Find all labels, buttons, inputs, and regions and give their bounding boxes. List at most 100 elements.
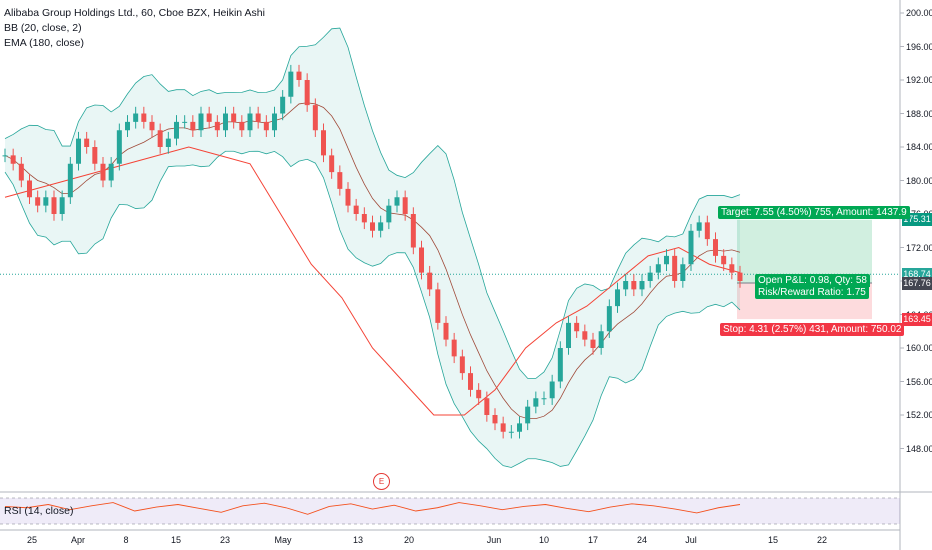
candle-body xyxy=(566,322,571,348)
candle-body xyxy=(500,423,506,432)
candle-body xyxy=(43,197,49,206)
time-tick-label: 13 xyxy=(352,535,364,545)
candle-body xyxy=(280,96,286,114)
candle-body xyxy=(174,121,179,139)
time-tick-label: 24 xyxy=(636,535,648,545)
candle-body xyxy=(590,339,596,348)
candle-body xyxy=(329,155,335,173)
candle-body xyxy=(427,272,433,290)
candle-body xyxy=(459,356,465,374)
ema-line xyxy=(4,146,741,416)
candle-body xyxy=(508,431,514,433)
candle-body xyxy=(394,197,400,206)
candle-body xyxy=(10,155,16,164)
candle-body xyxy=(67,163,73,198)
risk-reward-label: Risk/Reward Ratio: 1.75 xyxy=(755,286,869,299)
rsi-line xyxy=(4,502,741,515)
candle-body xyxy=(557,348,563,382)
candle-body xyxy=(664,255,669,265)
candle-body xyxy=(214,121,220,131)
candle-body xyxy=(713,239,718,256)
candle-body xyxy=(549,381,555,399)
candle-body xyxy=(721,255,727,265)
candle-body xyxy=(729,264,735,273)
candle-body xyxy=(2,155,8,157)
time-tick-label: 10 xyxy=(538,535,550,545)
bollinger-lower xyxy=(4,150,741,468)
legend-bb: BB (20, close, 2) xyxy=(4,22,82,34)
candle-body xyxy=(525,406,531,424)
candle-body xyxy=(223,113,228,131)
candle-body xyxy=(410,214,416,248)
candle-body xyxy=(688,230,694,265)
time-tick-label: 15 xyxy=(170,535,182,545)
candle-body xyxy=(190,121,196,131)
candle-body xyxy=(18,163,24,181)
candle-body xyxy=(263,121,269,131)
candle-body xyxy=(484,398,490,415)
candle-body xyxy=(533,398,539,407)
price-tick-label: 200.00 xyxy=(906,8,932,18)
bollinger-basis xyxy=(4,102,741,419)
candle-body xyxy=(182,121,188,123)
candle-body xyxy=(312,105,318,131)
time-tick-label: 20 xyxy=(403,535,415,545)
time-tick-label: Jun xyxy=(486,535,502,545)
candle-body xyxy=(296,71,302,80)
candle-body xyxy=(574,322,580,332)
legend-symbol-title: Alibaba Group Holdings Ltd., 60, Cboe BZ… xyxy=(4,7,265,19)
candle-body xyxy=(492,415,498,424)
stop-label[interactable]: Stop: 4.31 (2.57%) 431, Amount: 750.02 xyxy=(720,323,905,337)
candle-body xyxy=(100,163,106,181)
candle-body xyxy=(443,322,449,340)
earnings-event-marker[interactable]: E xyxy=(373,473,390,490)
candle-body xyxy=(345,188,351,206)
candle-body xyxy=(304,80,310,106)
candle-body xyxy=(247,113,253,131)
price-tick-label: 180.00 xyxy=(906,175,932,186)
candle-body xyxy=(255,113,261,122)
bollinger-fill xyxy=(5,28,740,468)
candle-body xyxy=(59,197,65,214)
candle-body xyxy=(206,113,212,122)
candle-body xyxy=(84,138,90,147)
open-pnl-label: Open P&L: 0.98, Qty: 58 xyxy=(755,274,870,287)
legend-ema: EMA (180, close) xyxy=(4,37,84,49)
price-tick-label: 192.00 xyxy=(906,75,932,85)
time-tick-label: 8 xyxy=(123,535,129,545)
candle-body xyxy=(647,272,653,281)
candle-body xyxy=(321,130,326,156)
time-tick-label: Apr xyxy=(70,535,86,545)
candle-body xyxy=(337,172,343,189)
candle-body xyxy=(704,222,710,240)
candle-body xyxy=(288,71,294,97)
candle-body xyxy=(655,264,661,273)
candle-body xyxy=(615,289,620,307)
time-tick-label: 22 xyxy=(816,535,828,545)
candle-body xyxy=(631,281,637,290)
candle-body xyxy=(157,130,163,147)
rsi-legend: RSI (14, close) xyxy=(4,505,74,517)
candle-body xyxy=(361,214,367,223)
price-tick-label: 172.00 xyxy=(906,242,932,253)
candle-body xyxy=(468,373,473,390)
candle-body xyxy=(696,222,702,231)
target-label[interactable]: Target: 7.55 (4.50%) 755, Amount: 1437.9 xyxy=(718,205,910,219)
time-tick-label: 23 xyxy=(219,535,231,545)
candle-body xyxy=(582,331,588,340)
candle-body xyxy=(672,255,678,281)
candle-body xyxy=(239,121,245,131)
candle-body xyxy=(541,398,547,400)
price-tick-label: 156.00 xyxy=(906,376,932,387)
candle-body xyxy=(141,113,147,122)
price-tag: 167.76 xyxy=(902,276,932,290)
candle-body xyxy=(353,205,359,214)
price-tick-label: 196.00 xyxy=(906,41,932,52)
target-zone xyxy=(737,219,872,284)
candle-body xyxy=(92,147,98,164)
candle-body xyxy=(386,205,392,223)
candle-body xyxy=(116,130,122,164)
candle-body xyxy=(402,197,408,214)
candle-body xyxy=(370,222,375,231)
